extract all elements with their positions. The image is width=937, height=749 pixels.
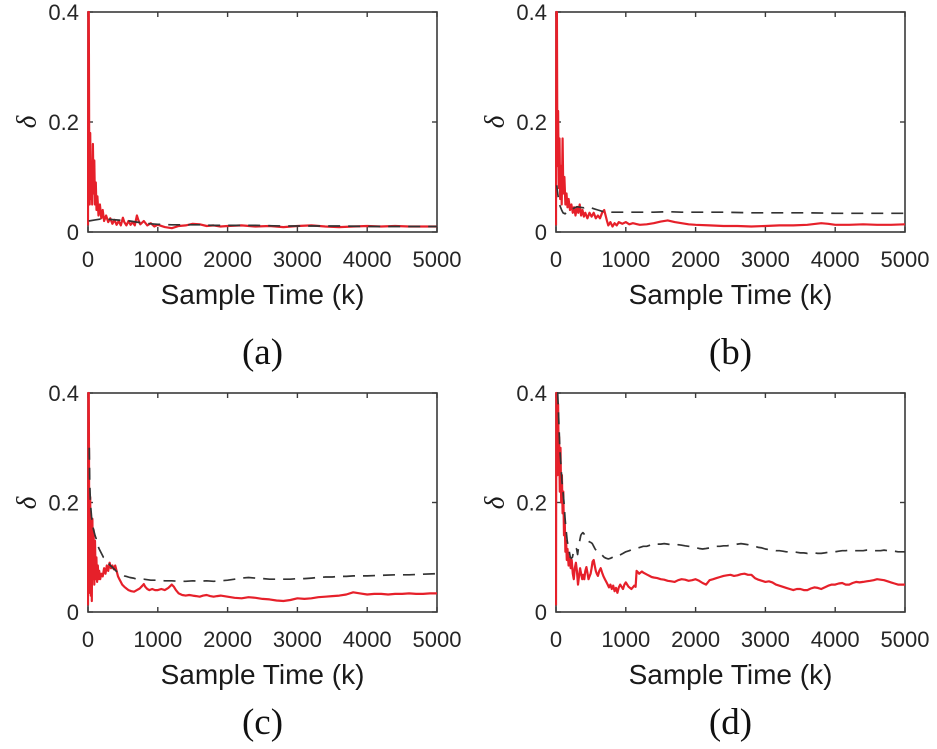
- y-tick-label: 0.2: [48, 110, 79, 135]
- x-tick-label: 5000: [413, 247, 462, 272]
- y-tick-label: 0: [67, 600, 79, 625]
- axes-frame: [87, 11, 438, 233]
- x-tick-label: 3000: [273, 247, 322, 272]
- x-tick-label: 1000: [601, 627, 650, 652]
- plot-canvas-b: 0 1000 2000 3000 4000 5000 0 0.2 0.4: [516, 0, 930, 272]
- series-dashed-black-line: [88, 217, 437, 228]
- subplot-caption-a: (a): [241, 332, 284, 373]
- x-tick-label: 5000: [881, 627, 930, 652]
- series-dashed-black-line: [556, 392, 905, 560]
- x-tick-label: 0: [82, 627, 94, 652]
- x-tick-label: 2000: [203, 247, 252, 272]
- subplot-caption-c: (c): [241, 702, 284, 743]
- subplot-b: 0 1000 2000 3000 4000 5000 0 0.2 0.4 δ Sample Ti…: [468, 0, 937, 373]
- subplot-a: 0 1000 2000 3000 4000 5000 0 0.2 0.4 δ Sample Ti…: [0, 0, 468, 373]
- subplot-d: 0 1000 2000 3000 4000 5000 0 0.2 0.4 δ Sample Ti…: [468, 370, 937, 749]
- x-tick-label: 5000: [881, 247, 930, 272]
- x-tick-label: 0: [550, 627, 562, 652]
- series-solid-red-line: [555, 391, 905, 606]
- x-axis-label: Sample Time (k): [160, 279, 365, 310]
- x-tick-label: 2000: [203, 627, 252, 652]
- x-axis-label: Sample Time (k): [160, 659, 365, 690]
- plot-canvas-a: 0 1000 2000 3000 4000 5000 0 0.2 0.4: [48, 0, 462, 272]
- series-dashed-black-line: [555, 185, 905, 215]
- subplot-caption-d: (d): [708, 702, 753, 743]
- y-tick-label: 0: [535, 220, 547, 245]
- x-tick-label: 1000: [601, 247, 650, 272]
- plot-canvas-d: 0 1000 2000 3000 4000 5000 0 0.2 0.4: [516, 381, 930, 652]
- series-solid-red-line: [555, 10, 906, 228]
- x-axis-label: Sample Time (k): [628, 659, 833, 690]
- series-solid-red-line: [87, 391, 437, 606]
- x-tick-label: 5000: [413, 627, 462, 652]
- x-tick-label: 3000: [273, 627, 322, 652]
- plot-canvas-c: 0 1000 2000 3000 4000 5000 0 0.2 0.4: [48, 381, 462, 652]
- x-tick-label: 0: [82, 247, 94, 272]
- x-tick-label: 4000: [811, 627, 860, 652]
- x-tick-label: 3000: [741, 247, 790, 272]
- y-tick-label: 0: [67, 220, 79, 245]
- x-tick-label: 4000: [343, 627, 392, 652]
- y-tick-label: 0.4: [48, 381, 79, 406]
- y-tick-label: 0.4: [516, 381, 547, 406]
- axes-frame: [555, 392, 906, 613]
- x-tick-label: 1000: [133, 247, 182, 272]
- y-tick-label: 0: [535, 600, 547, 625]
- y-tick-label: 0.4: [48, 0, 79, 25]
- y-tick-label: 0.4: [516, 0, 547, 25]
- x-tick-label: 3000: [741, 627, 790, 652]
- y-tick-label: 0.2: [48, 491, 79, 516]
- y-axis-label: δ: [11, 115, 42, 129]
- series-dashed-black-line: [88, 447, 438, 583]
- x-tick-label: 2000: [671, 627, 720, 652]
- y-axis-label: δ: [479, 496, 510, 510]
- subplot-caption-b: (b): [708, 332, 753, 373]
- y-tick-label: 0.2: [516, 110, 547, 135]
- series-group: [555, 10, 906, 228]
- x-tick-label: 4000: [343, 247, 392, 272]
- series-group: [555, 391, 905, 606]
- axes-frame: [87, 392, 438, 613]
- axes-frame: [555, 11, 906, 233]
- y-tick-label: 0.2: [516, 491, 547, 516]
- x-tick-label: 0: [550, 247, 562, 272]
- x-tick-label: 4000: [811, 247, 860, 272]
- x-tick-label: 1000: [133, 627, 182, 652]
- series-solid-red-line: [87, 10, 437, 230]
- x-tick-label: 2000: [671, 247, 720, 272]
- series-group: [87, 10, 437, 230]
- series-group: [87, 391, 438, 606]
- subplot-c: 0 1000 2000 3000 4000 5000 0 0.2 0.4 δ Sample Ti…: [0, 370, 468, 749]
- y-axis-label: δ: [11, 496, 42, 510]
- x-axis-label: Sample Time (k): [628, 279, 833, 310]
- y-axis-label: δ: [479, 115, 510, 129]
